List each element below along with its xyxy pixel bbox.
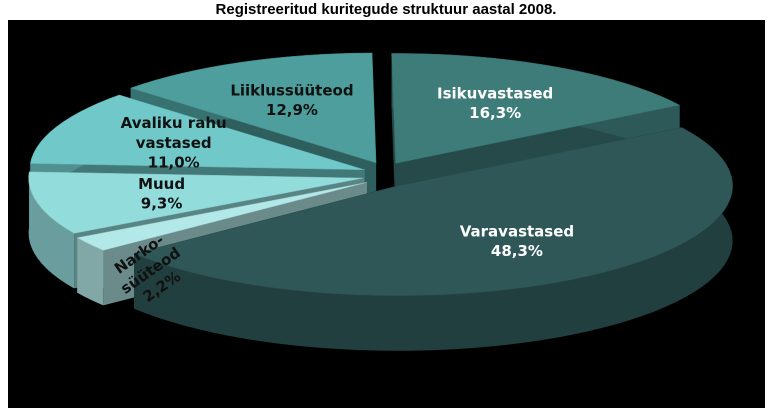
category-label: Muud [138, 174, 185, 192]
slice-label: Varavastased 48,3% [460, 222, 574, 260]
slice-label: Liiklussüüteod 12,9% [230, 81, 353, 119]
slice [391, 53, 681, 164]
value-label: 16,3% [469, 104, 521, 122]
slice [133, 127, 733, 297]
slice [28, 171, 364, 234]
tops [28, 52, 733, 297]
slice-label: Avaliku rahu vastased 11,0% [121, 114, 227, 172]
slice-label: Isikuvastased 16,3% [437, 84, 553, 122]
chart-title: Registreeritud kuritegude struktuur aast… [216, 1, 557, 18]
value-label: 9,3% [141, 194, 183, 212]
category-label: Liiklussüüteod [230, 81, 353, 99]
slice [76, 182, 367, 251]
category-label: Isikuvastased [437, 84, 553, 102]
value-label: 48,3% [491, 242, 543, 260]
slice [129, 52, 377, 164]
slice-side [77, 237, 104, 306]
category-label: Varavastased [460, 222, 574, 240]
category-label: Avaliku rahu vastased [121, 114, 227, 152]
slice-side [134, 127, 733, 351]
slice [29, 94, 365, 171]
slice-side [28, 171, 75, 289]
value-label: 11,0% [148, 154, 200, 172]
slice-label: Muud 9,3% [138, 174, 185, 212]
value-label: 12,9% [266, 101, 318, 119]
